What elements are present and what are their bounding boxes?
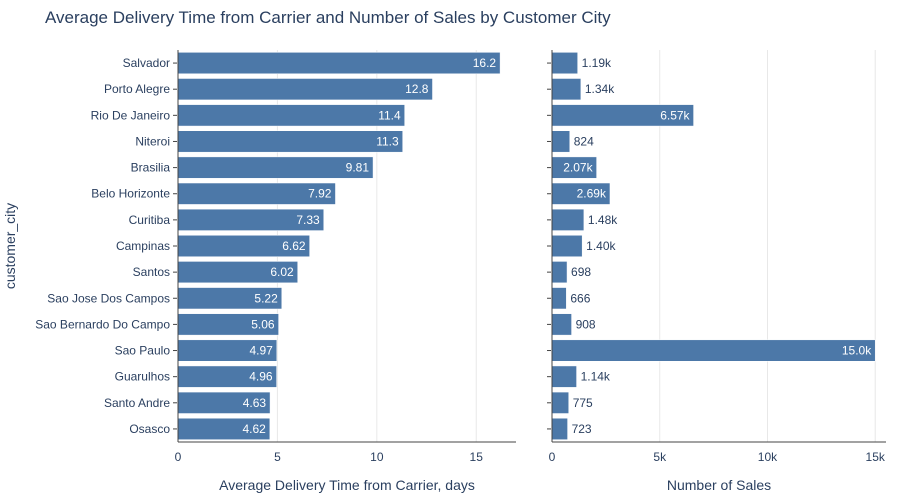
delivery-x-axis-title: Average Delivery Time from Carrier, days [219, 477, 475, 493]
delivery-bar-label: 11.3 [376, 134, 399, 148]
sales-bar [551, 52, 578, 75]
delivery-bar-label: 11.4 [378, 108, 401, 122]
delivery-bar [177, 130, 403, 153]
delivery-bar-label: 4.63 [243, 396, 267, 410]
delivery-x-tick-label: 10 [370, 450, 384, 464]
category-label: Santos [133, 265, 170, 279]
sales-bar-label: 6.57k [660, 108, 690, 122]
sales-bar-label: 698 [571, 265, 591, 279]
category-label: Porto Alegre [104, 82, 170, 96]
delivery-bar-label: 9.81 [346, 161, 370, 175]
sales-bar [551, 287, 567, 310]
category-label: Salvador [123, 56, 170, 70]
sales-bar-label: 666 [570, 291, 590, 305]
sales-bar-label: 1.48k [588, 213, 618, 227]
sales-bar [551, 235, 583, 257]
y-axis-title: customer_city [2, 203, 18, 289]
delivery-bar-label: 6.62 [282, 239, 306, 253]
category-label: Rio De Janeiro [91, 108, 171, 122]
sales-bar-label: 15.0k [842, 344, 872, 358]
delivery-bar-label: 4.62 [242, 422, 266, 436]
category-label: Niteroi [135, 134, 170, 148]
chart-title: Average Delivery Time from Carrier and N… [45, 8, 611, 27]
sales-bar-label: 775 [573, 396, 593, 410]
category-label: Campinas [116, 239, 170, 253]
sales-bar-label: 723 [572, 422, 592, 436]
sales-bar [551, 365, 577, 388]
delivery-bar [177, 52, 501, 75]
delivery-panel: 16.2 Salvador 12.8 Porto Alegre 11.4 Rio De J… [35, 50, 516, 493]
category-label: Osasco [129, 422, 170, 436]
sales-bar-label: 1.19k [582, 56, 612, 70]
delivery-bar [177, 78, 433, 101]
category-label: Curitiba [129, 213, 171, 227]
sales-bar-label: 1.40k [586, 239, 616, 253]
sales-bar-label: 1.14k [581, 370, 611, 384]
category-label: Santo Andre [104, 396, 170, 410]
sales-bar-label: 2.69k [577, 187, 607, 201]
sales-bar [551, 313, 572, 336]
sales-x-axis-title: Number of Sales [667, 477, 771, 493]
category-label: Sao Paulo [115, 344, 171, 358]
sales-bar [551, 130, 571, 153]
delivery-bar-label: 7.33 [296, 213, 320, 227]
delivery-bar-label: 4.96 [249, 370, 273, 384]
delivery-bar-label: 12.8 [405, 82, 429, 96]
sales-x-tick-label: 0 [549, 450, 556, 464]
sales-x-tick-label: 15k [866, 450, 886, 464]
sales-x-tick-label: 5k [653, 450, 667, 464]
sales-bar-label: 908 [576, 317, 596, 331]
sales-bar-label: 824 [574, 134, 594, 148]
category-label: Brasilia [131, 161, 171, 175]
sales-bar-label: 1.34k [585, 82, 615, 96]
sales-bar [551, 339, 876, 362]
delivery-bar-label: 5.06 [251, 317, 275, 331]
sales-x-tick-label: 10k [758, 450, 778, 464]
sales-bar [551, 261, 568, 284]
delivery-bar-label: 5.22 [254, 291, 278, 305]
sales-bar [551, 391, 569, 414]
category-label: Belo Horizonte [91, 187, 170, 201]
delivery-bar-label: 16.2 [473, 56, 497, 70]
sales-panel: 1.19k 1.34k 6.57k 824 2.07k 2.69k 1.48k 1.40k 69… [547, 50, 886, 493]
sales-bar [551, 208, 585, 231]
category-label: Guarulhos [115, 370, 170, 384]
delivery-bar [177, 156, 374, 179]
category-label: Sao Bernardo Do Campo [35, 317, 170, 331]
delivery-bar-label: 7.92 [308, 187, 332, 201]
sales-bar [551, 78, 582, 101]
sales-bar [551, 417, 568, 440]
delivery-x-tick-label: 15 [470, 450, 484, 464]
delivery-bar-label: 4.97 [249, 344, 273, 358]
category-label: Sao Jose Dos Campos [47, 291, 170, 305]
delivery-x-tick-label: 0 [175, 450, 182, 464]
delivery-bar-label: 6.02 [270, 265, 294, 279]
delivery-bar [177, 104, 405, 127]
delivery-x-tick-label: 5 [274, 450, 281, 464]
sales-bar-label: 2.07k [563, 161, 593, 175]
